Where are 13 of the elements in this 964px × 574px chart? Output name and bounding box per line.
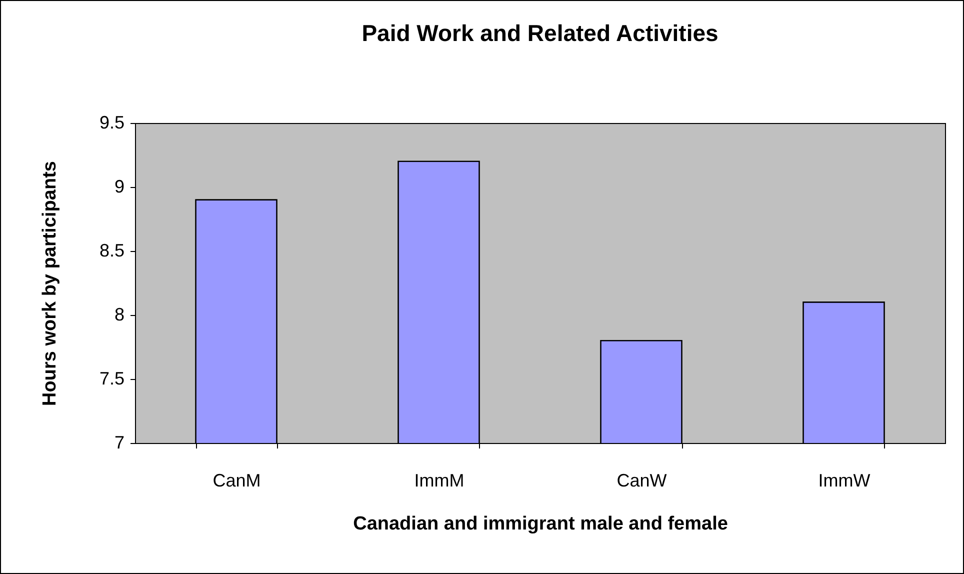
x-tick-label: CanM [212,470,261,490]
x-tick-label: ImmM [414,470,464,490]
y-tick-label: 8 [114,304,124,324]
y-tick-label: 9 [114,176,124,196]
y-tick-label: 7 [114,432,124,452]
x-tick-label: ImmW [818,470,870,490]
y-axis-title: Hours work by participants [39,161,60,406]
x-axis-title: Canadian and immigrant male and female [353,514,728,534]
chart-title: Paid Work and Related Activities [362,20,718,46]
y-tick-label: 9.5 [99,112,124,132]
x-tick-label: CanW [616,470,667,490]
y-tick-label: 8.5 [99,240,124,260]
y-tick-label: 7.5 [99,368,124,388]
